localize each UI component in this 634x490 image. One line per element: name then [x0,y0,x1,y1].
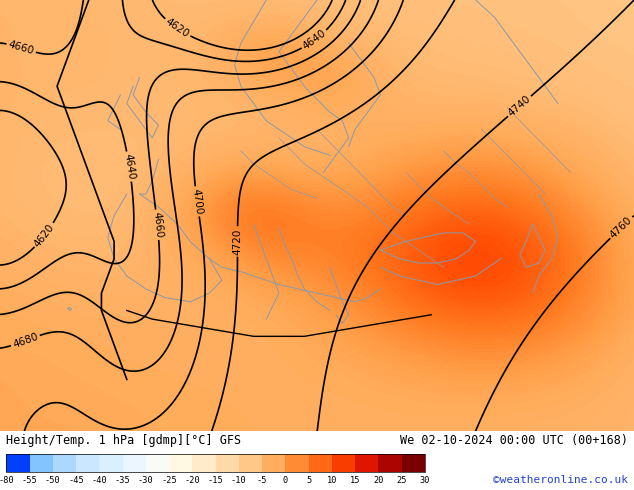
Text: 4720: 4720 [233,228,243,255]
Text: -50: -50 [45,476,61,485]
Text: -55: -55 [22,476,37,485]
Text: -40: -40 [91,476,107,485]
Bar [169,454,192,472]
Bar [100,454,122,472]
Bar [122,454,146,472]
Text: 4640: 4640 [122,153,136,180]
Text: 5: 5 [306,476,311,485]
Bar [285,454,309,472]
Bar [239,454,262,472]
Text: -15: -15 [208,476,223,485]
Text: -80: -80 [0,476,14,485]
Text: 4740: 4740 [507,94,533,119]
Text: 4660: 4660 [7,39,36,56]
Bar [332,454,355,472]
Bar [192,454,216,472]
Text: 4660: 4660 [151,211,164,238]
Bar [146,454,169,472]
Text: -35: -35 [115,476,131,485]
Text: We 02-10-2024 00:00 UTC (00+168): We 02-10-2024 00:00 UTC (00+168) [399,434,628,447]
Bar [6,454,425,472]
Text: -30: -30 [138,476,153,485]
Text: 0: 0 [283,476,288,485]
Text: 4640: 4640 [301,28,328,52]
Bar [216,454,239,472]
Bar [30,454,53,472]
Bar [309,454,332,472]
Bar [76,454,100,472]
Text: -20: -20 [184,476,200,485]
Text: 4620: 4620 [32,222,56,249]
Text: Height/Temp. 1 hPa [gdmp][°C] GFS: Height/Temp. 1 hPa [gdmp][°C] GFS [6,434,242,447]
Text: 20: 20 [373,476,384,485]
Text: 30: 30 [420,476,430,485]
Bar [378,454,401,472]
Text: -45: -45 [68,476,84,485]
Text: -25: -25 [161,476,177,485]
Bar [6,454,30,472]
Bar [355,454,378,472]
Text: 4700: 4700 [190,188,204,215]
Text: 10: 10 [327,476,337,485]
Text: -5: -5 [257,476,268,485]
Bar [53,454,76,472]
Text: 4680: 4680 [11,332,39,350]
Text: -10: -10 [231,476,247,485]
Bar [262,454,285,472]
Text: 4620: 4620 [164,17,191,40]
Text: 4760: 4760 [608,215,634,241]
Bar [401,454,425,472]
Text: ©weatheronline.co.uk: ©weatheronline.co.uk [493,475,628,485]
Text: 15: 15 [350,476,360,485]
Text: 25: 25 [396,476,407,485]
